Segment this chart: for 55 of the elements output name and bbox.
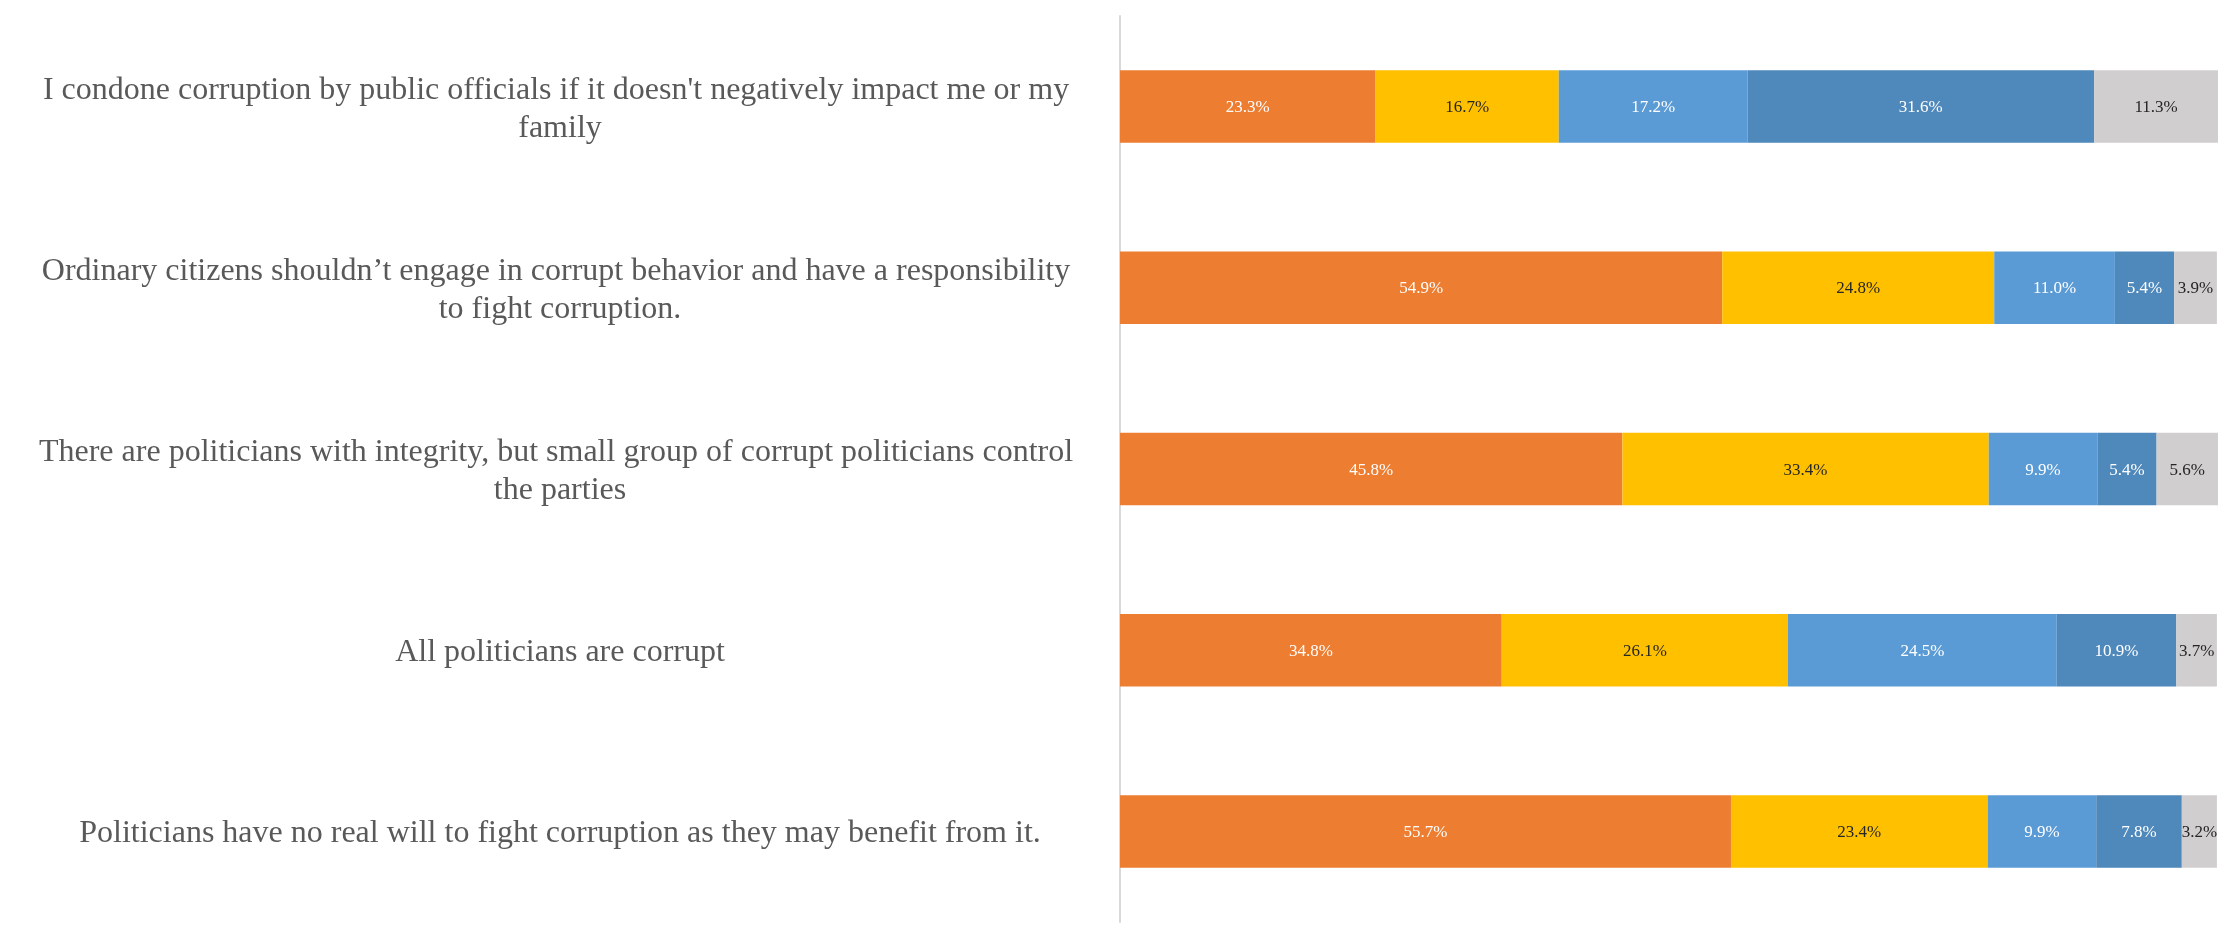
bar: [2176, 613, 2217, 687]
y-tick-label: Ordinary citizens shouldn’t engage in corrupt behavior and have a responsibility to fight corruption.: [41, 250, 1079, 325]
data-label: 23.3%: [1225, 97, 1270, 117]
data-label: 9.9%: [2024, 821, 2060, 841]
data-label: 45.8%: [1349, 459, 1394, 479]
bar: [2094, 70, 2218, 143]
bar: [1120, 432, 1623, 506]
data-label: 24.8%: [1836, 278, 1881, 298]
data-label: 24.5%: [1900, 640, 1945, 660]
data-label: 9.9%: [2025, 459, 2061, 479]
bar: [2174, 251, 2217, 325]
data-label: 3.9%: [2177, 278, 2214, 298]
data-label: 55.7%: [1403, 821, 1448, 841]
bar: [1994, 251, 2115, 325]
data-label: 11.3%: [2134, 97, 2178, 117]
bar: [1120, 795, 1731, 868]
data-label: 54.9%: [1399, 278, 1444, 298]
data-label: 5.6%: [2169, 459, 2205, 479]
data-label: 7.8%: [2121, 821, 2157, 841]
bar: [1375, 70, 1559, 143]
y-tick-label: All politicians are corrupt: [395, 632, 725, 669]
data-label: 16.7%: [1445, 97, 1490, 117]
y-tick-label: I condone corruption by public officials if it doesn't negatively impact me or my family: [42, 69, 1078, 144]
bar: [2156, 432, 2218, 506]
bar: [2097, 432, 2157, 506]
data-label: 17.2%: [1631, 97, 1676, 117]
bar: [1501, 613, 1789, 687]
bar: [1558, 70, 1748, 143]
bar: [1120, 251, 1723, 325]
data-label: 34.8%: [1288, 640, 1333, 660]
bar: [1987, 795, 2097, 868]
y-tick-label: Politicians have no real will to fight corruption as they may benefit from it.: [79, 813, 1041, 850]
bar: [1722, 251, 1995, 325]
data-label: 11.0%: [2032, 278, 2077, 298]
bar: [1120, 70, 1376, 143]
data-label: 3.2%: [2181, 821, 2218, 841]
data-label: 23.4%: [1837, 821, 1882, 841]
data-label: 3.7%: [2178, 640, 2215, 660]
bar: [2096, 795, 2182, 868]
data-label: 26.1%: [1622, 640, 1667, 660]
bar: [1988, 432, 2098, 506]
bar: [1747, 70, 2095, 143]
bar: [2181, 795, 2217, 868]
bar: [2114, 251, 2175, 325]
bar: [1788, 613, 2057, 687]
bar: [1120, 613, 1502, 687]
bar: [1730, 795, 1988, 868]
data-label: 31.6%: [1898, 97, 1943, 117]
data-label: 10.9%: [2094, 640, 2139, 660]
bar: [2056, 613, 2177, 687]
data-label: 5.4%: [2109, 459, 2145, 479]
y-tick-label: There are politicians with integrity, but small group of corrupt politicians control the parties: [38, 432, 1082, 506]
bar: [1622, 432, 1989, 506]
data-label: 33.4%: [1783, 459, 1828, 479]
data-label: 5.4%: [2126, 278, 2163, 298]
